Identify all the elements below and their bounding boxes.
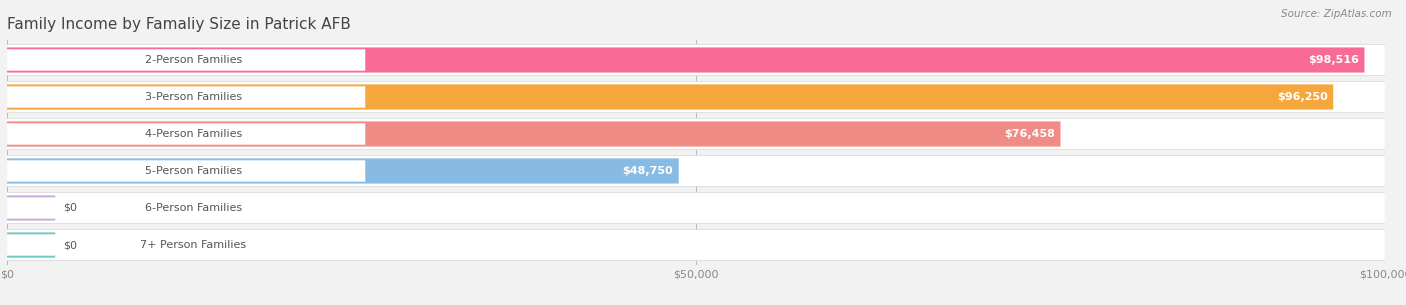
FancyBboxPatch shape [7,197,366,219]
FancyBboxPatch shape [7,158,679,184]
FancyBboxPatch shape [7,193,1385,223]
Text: 2-Person Families: 2-Person Families [145,55,242,65]
Text: 5-Person Families: 5-Person Families [145,166,242,176]
Text: $48,750: $48,750 [623,166,673,176]
FancyBboxPatch shape [7,160,366,182]
FancyBboxPatch shape [7,82,1385,112]
Text: Source: ZipAtlas.com: Source: ZipAtlas.com [1281,9,1392,19]
FancyBboxPatch shape [7,121,1060,147]
FancyBboxPatch shape [7,234,366,256]
FancyBboxPatch shape [7,45,1385,75]
Text: 7+ Person Families: 7+ Person Families [141,240,246,250]
Text: 4-Person Families: 4-Person Families [145,129,242,139]
FancyBboxPatch shape [7,229,1385,261]
FancyBboxPatch shape [7,44,1385,76]
FancyBboxPatch shape [7,84,1333,109]
FancyBboxPatch shape [7,81,1385,113]
FancyBboxPatch shape [7,196,55,221]
FancyBboxPatch shape [7,47,1364,73]
Text: Family Income by Famaliy Size in Patrick AFB: Family Income by Famaliy Size in Patrick… [7,16,351,31]
Text: 3-Person Families: 3-Person Families [145,92,242,102]
Text: 6-Person Families: 6-Person Families [145,203,242,213]
FancyBboxPatch shape [7,118,1385,150]
FancyBboxPatch shape [7,123,366,145]
FancyBboxPatch shape [7,49,366,71]
Text: $0: $0 [63,240,77,250]
Text: $96,250: $96,250 [1277,92,1327,102]
Text: $98,516: $98,516 [1308,55,1360,65]
FancyBboxPatch shape [7,86,366,108]
FancyBboxPatch shape [7,192,1385,224]
Text: $0: $0 [63,203,77,213]
FancyBboxPatch shape [7,156,1385,186]
Text: $76,458: $76,458 [1004,129,1054,139]
FancyBboxPatch shape [7,119,1385,149]
FancyBboxPatch shape [7,230,1385,260]
FancyBboxPatch shape [7,232,55,258]
FancyBboxPatch shape [7,155,1385,187]
